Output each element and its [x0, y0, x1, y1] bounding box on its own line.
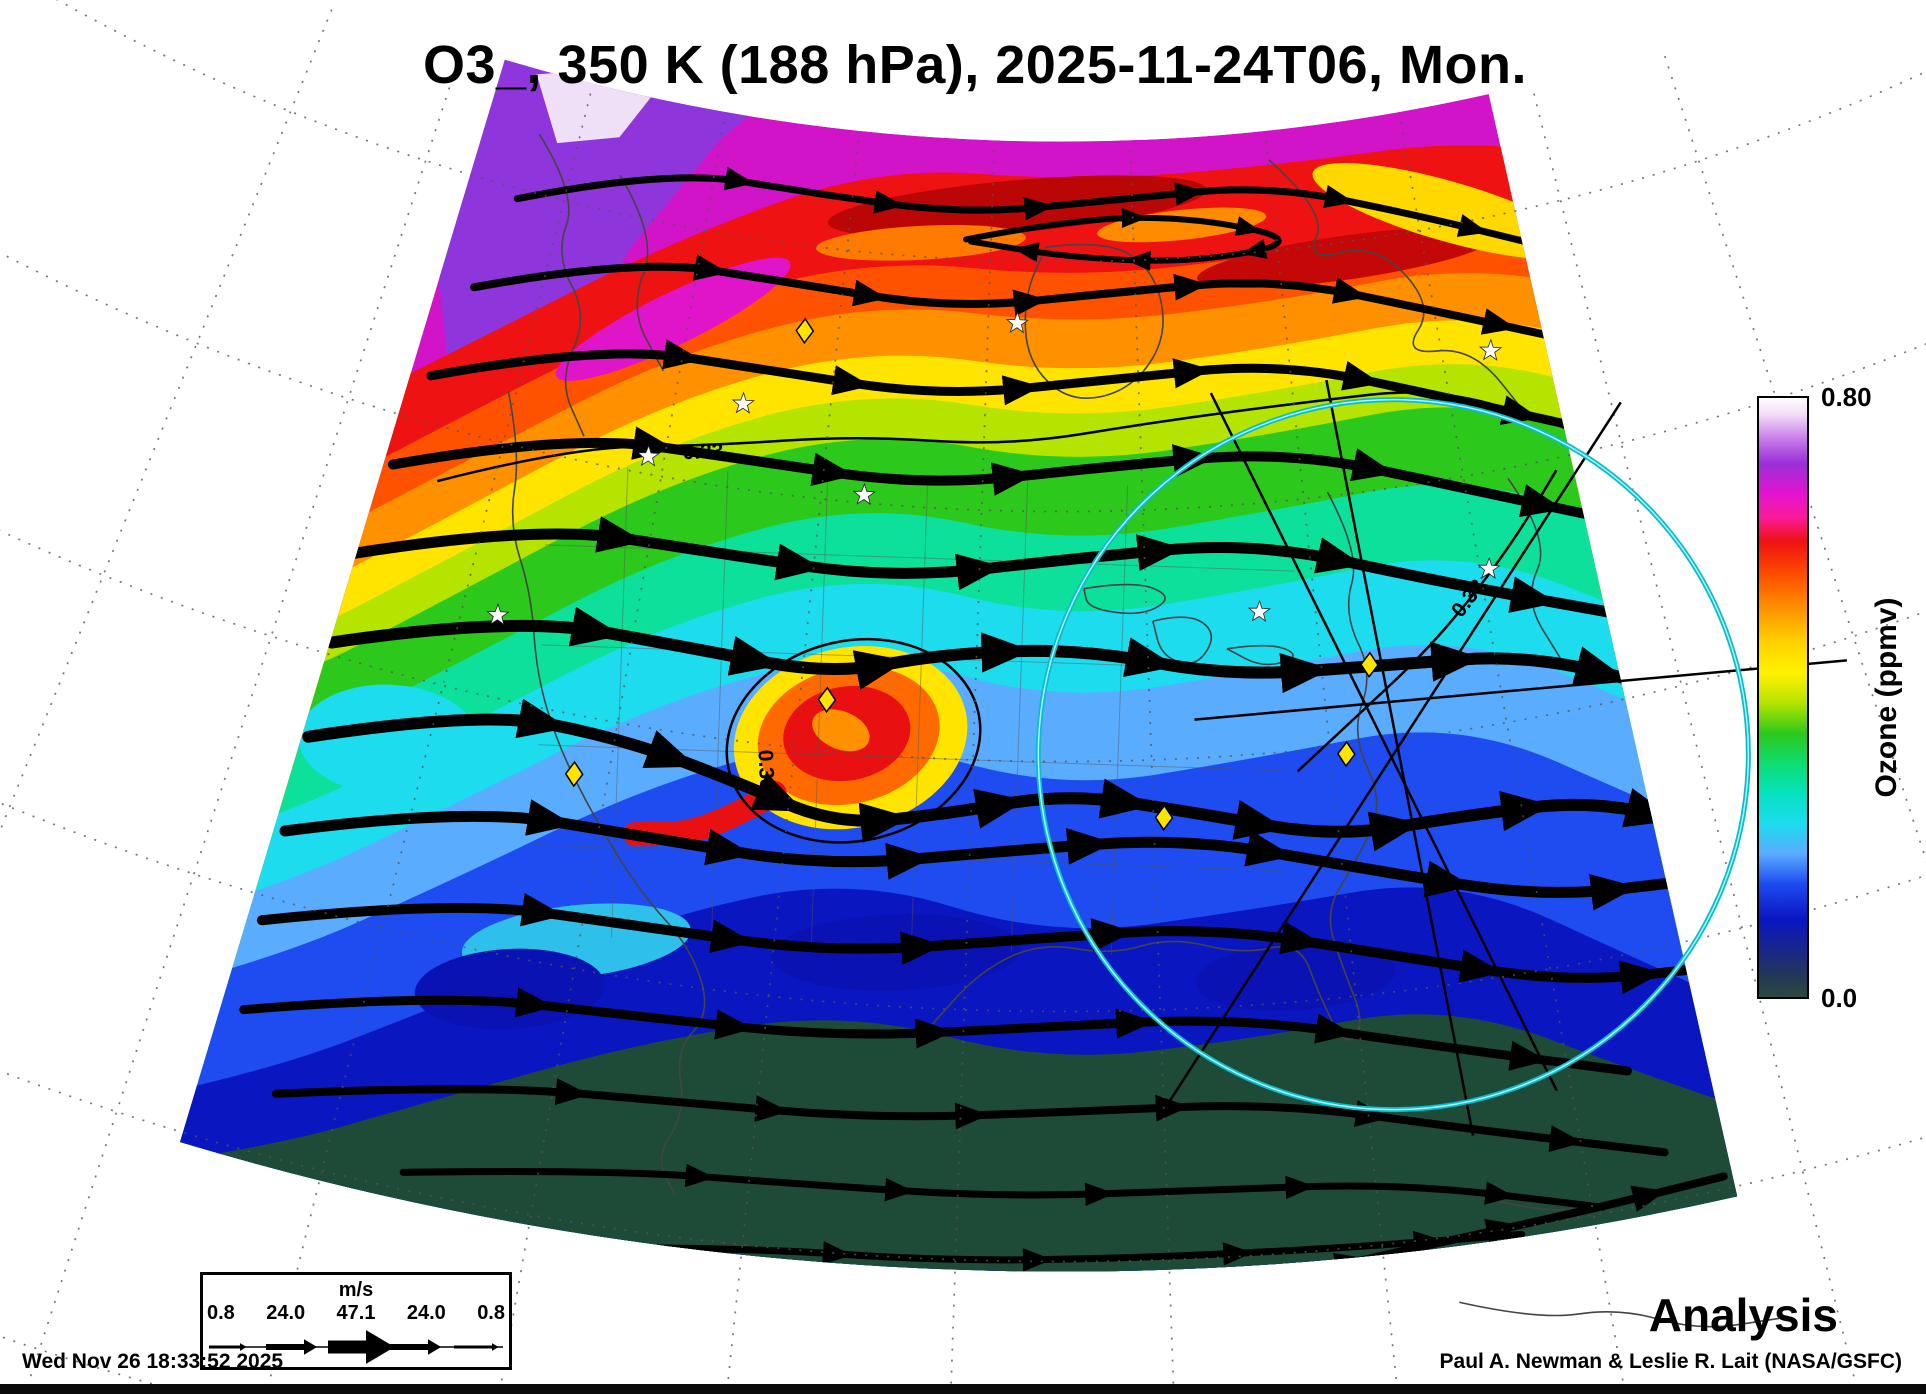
wind-speed-values: 0.8 24.0 47.1 24.0 0.8 [207, 1301, 505, 1325]
creation-timestamp: Wed Nov 26 18:33:52 2025 [22, 1350, 284, 1373]
svg-text:0.33: 0.33 [682, 440, 724, 464]
station-markers [486, 311, 1503, 831]
wind-units-label: m/s [338, 1279, 374, 1301]
svg-text:0.33: 0.33 [753, 749, 778, 791]
wind-speed-value: 24.0 [266, 1302, 306, 1324]
wind-speed-value: 0.8 [207, 1302, 235, 1324]
bottom-bar [0, 1384, 1926, 1394]
wind-speed-value: 24.0 [406, 1302, 446, 1324]
credit-text: Paul A. Newman & Leslie R. Lait (NASA/GS… [1439, 1350, 1902, 1373]
svg-text:0.80: 0.80 [1821, 382, 1872, 412]
flow-and-contours [239, 167, 1776, 1297]
wind-arrow-scale [209, 1330, 503, 1364]
svg-text:Ozone (ppmv): Ozone (ppmv) [1870, 598, 1903, 798]
ozone-field [176, 49, 1776, 1297]
wind-speed-value: 0.8 [477, 1302, 505, 1324]
range-ring-overlay [1035, 379, 1848, 1136]
analysis-label: Analysis [1648, 1289, 1838, 1341]
wind-speed-value: 47.1 [336, 1302, 376, 1324]
wind-speed-legend: m/s 0.8 24.0 47.1 24.0 0.8 [200, 1272, 512, 1370]
colorbar: 0.80 0.0 Ozone (ppmv) [1757, 382, 1903, 1013]
svg-text:0.0: 0.0 [1821, 983, 1857, 1013]
plot-title: O3_, 350 K (188 hPa), 2025-11-24T06, Mon… [422, 35, 1528, 95]
